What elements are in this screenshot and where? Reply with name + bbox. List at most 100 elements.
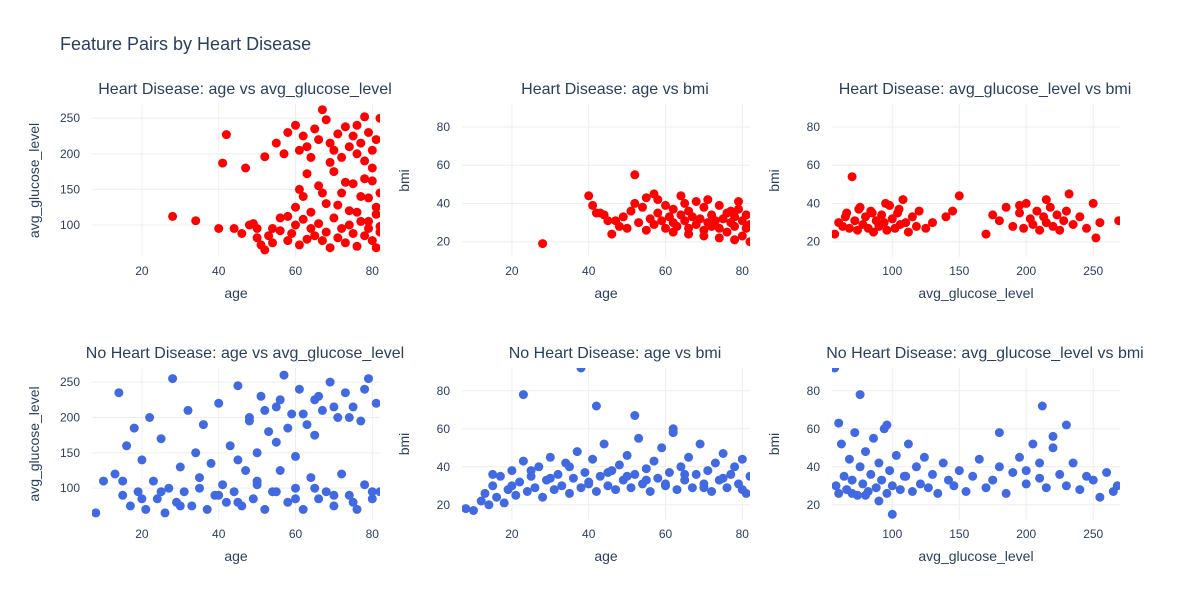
- data-point: [317, 405, 327, 415]
- data-point: [279, 149, 289, 159]
- data-point: [329, 402, 339, 412]
- data-point: [1008, 468, 1018, 477]
- data-point: [1001, 488, 1011, 498]
- data-point: [622, 471, 632, 481]
- y-tick-label: 80: [437, 120, 451, 134]
- data-point: [695, 214, 705, 224]
- data-point: [994, 216, 1004, 226]
- data-point: [834, 488, 844, 498]
- data-point: [287, 229, 297, 238]
- x-tick-label: 100: [882, 527, 902, 541]
- data-point: [329, 501, 339, 511]
- x-tick-label: 250: [1083, 527, 1103, 541]
- data-point: [832, 368, 840, 373]
- data-point: [1019, 223, 1029, 233]
- data-point: [515, 477, 525, 487]
- data-point: [294, 184, 304, 194]
- data-point: [260, 152, 270, 162]
- data-point: [268, 238, 277, 248]
- data-point: [148, 476, 158, 486]
- points-no_heart_disease: [832, 368, 1120, 519]
- data-point: [360, 231, 370, 241]
- data-point: [260, 504, 270, 514]
- data-point: [333, 200, 343, 210]
- data-point: [356, 416, 366, 426]
- data-point: [840, 212, 850, 222]
- y-tick-label: 250: [60, 375, 80, 389]
- data-point: [333, 129, 343, 139]
- data-point: [218, 480, 228, 490]
- data-point: [314, 135, 324, 145]
- data-point: [914, 206, 924, 216]
- data-point: [271, 437, 281, 447]
- data-point: [634, 433, 644, 443]
- data-point: [695, 439, 705, 449]
- data-point: [268, 224, 277, 233]
- x-axis-label: avg_glucose_level: [918, 548, 1033, 564]
- data-point: [275, 213, 285, 223]
- x-tick-label: 20: [135, 527, 149, 541]
- data-point: [687, 483, 697, 493]
- x-tick-label: 20: [135, 264, 149, 278]
- data-point: [734, 197, 743, 206]
- data-point: [110, 469, 120, 479]
- data-point: [233, 497, 243, 507]
- data-point: [907, 212, 917, 222]
- data-point: [726, 469, 736, 479]
- data-point: [661, 479, 670, 489]
- y-tick-label: 250: [60, 111, 80, 125]
- data-point: [1035, 458, 1045, 468]
- data-point: [553, 469, 563, 479]
- data-point: [360, 112, 370, 122]
- data-point: [356, 216, 366, 226]
- data-point: [518, 456, 528, 466]
- data-point: [741, 210, 750, 220]
- data-point: [526, 466, 536, 476]
- data-point: [599, 439, 609, 449]
- data-point: [175, 501, 185, 511]
- data-point: [367, 176, 377, 186]
- data-point: [661, 200, 670, 210]
- data-point: [630, 170, 640, 180]
- data-point: [1045, 202, 1055, 212]
- data-point: [298, 504, 308, 514]
- data-point: [672, 485, 682, 495]
- y-tick-label: 60: [437, 158, 451, 172]
- data-point: [626, 206, 636, 216]
- data-point: [645, 487, 655, 496]
- data-point: [944, 475, 953, 485]
- data-point: [367, 145, 377, 155]
- data-point: [360, 384, 370, 394]
- data-point: [329, 213, 339, 223]
- data-point: [125, 501, 135, 511]
- data-point: [707, 487, 717, 496]
- x-tick-label: 60: [659, 527, 673, 541]
- data-point: [572, 447, 582, 457]
- data-point: [264, 427, 274, 437]
- data-point: [882, 488, 892, 498]
- data-point: [1032, 206, 1042, 216]
- data-point: [854, 204, 864, 214]
- data-point: [699, 483, 709, 493]
- data-point: [745, 471, 750, 481]
- data-point: [1041, 483, 1051, 493]
- data-point: [618, 212, 628, 222]
- data-point: [1095, 492, 1105, 502]
- data-point: [522, 487, 532, 496]
- data-point: [911, 462, 921, 472]
- subplot-title: Heart Disease: age vs bmi: [521, 81, 709, 98]
- data-point: [348, 229, 358, 238]
- data-point: [511, 490, 521, 500]
- data-point: [344, 490, 354, 500]
- data-point: [225, 441, 235, 451]
- data-point: [630, 411, 640, 420]
- data-point: [1048, 443, 1058, 453]
- data-point: [495, 471, 505, 481]
- data-point: [302, 234, 312, 244]
- data-point: [92, 508, 101, 518]
- x-axis-label: age: [594, 285, 618, 301]
- data-point: [869, 227, 878, 237]
- data-point: [302, 169, 312, 179]
- subplot-title: Heart Disease: age vs avg_glucose_level: [98, 81, 392, 98]
